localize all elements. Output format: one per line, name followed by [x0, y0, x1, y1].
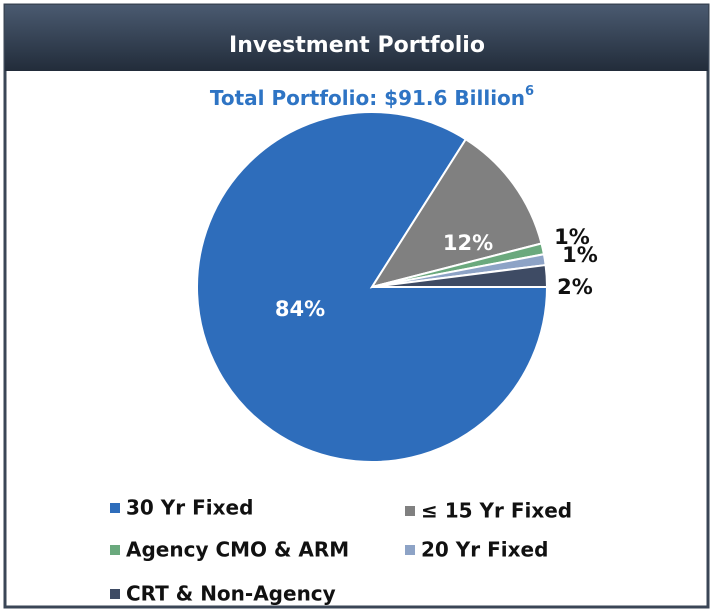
slice-label: 84% [275, 297, 325, 321]
chart-title: Investment Portfolio [229, 33, 485, 58]
legend-label: CRT & Non-Agency [126, 582, 336, 606]
legend-label: Agency CMO & ARM [126, 538, 349, 562]
legend-swatch [405, 545, 415, 555]
slice-label: 2% [557, 275, 593, 299]
pie-slice [369, 137, 543, 289]
legend-swatch [110, 545, 120, 555]
pie-slice [371, 263, 549, 288]
slice-label: 12% [443, 231, 493, 255]
subtitle-text: Total Portfolio: $91.6 Billion [210, 86, 525, 110]
legend-label: ≤ 15 Yr Fixed [421, 499, 572, 523]
subtitle-note: 6 [525, 84, 534, 99]
legend-swatch [110, 589, 120, 599]
legend-swatch [405, 506, 415, 516]
header-bar [5, 5, 708, 71]
legend-label: 30 Yr Fixed [126, 496, 253, 520]
legend-swatch [110, 503, 120, 513]
legend-label: 20 Yr Fixed [421, 538, 548, 562]
slice-label: 1% [554, 225, 590, 249]
slice-label: 1% [562, 243, 598, 267]
chart-subtitle: Total Portfolio: $91.6 Billion6 [210, 84, 534, 110]
